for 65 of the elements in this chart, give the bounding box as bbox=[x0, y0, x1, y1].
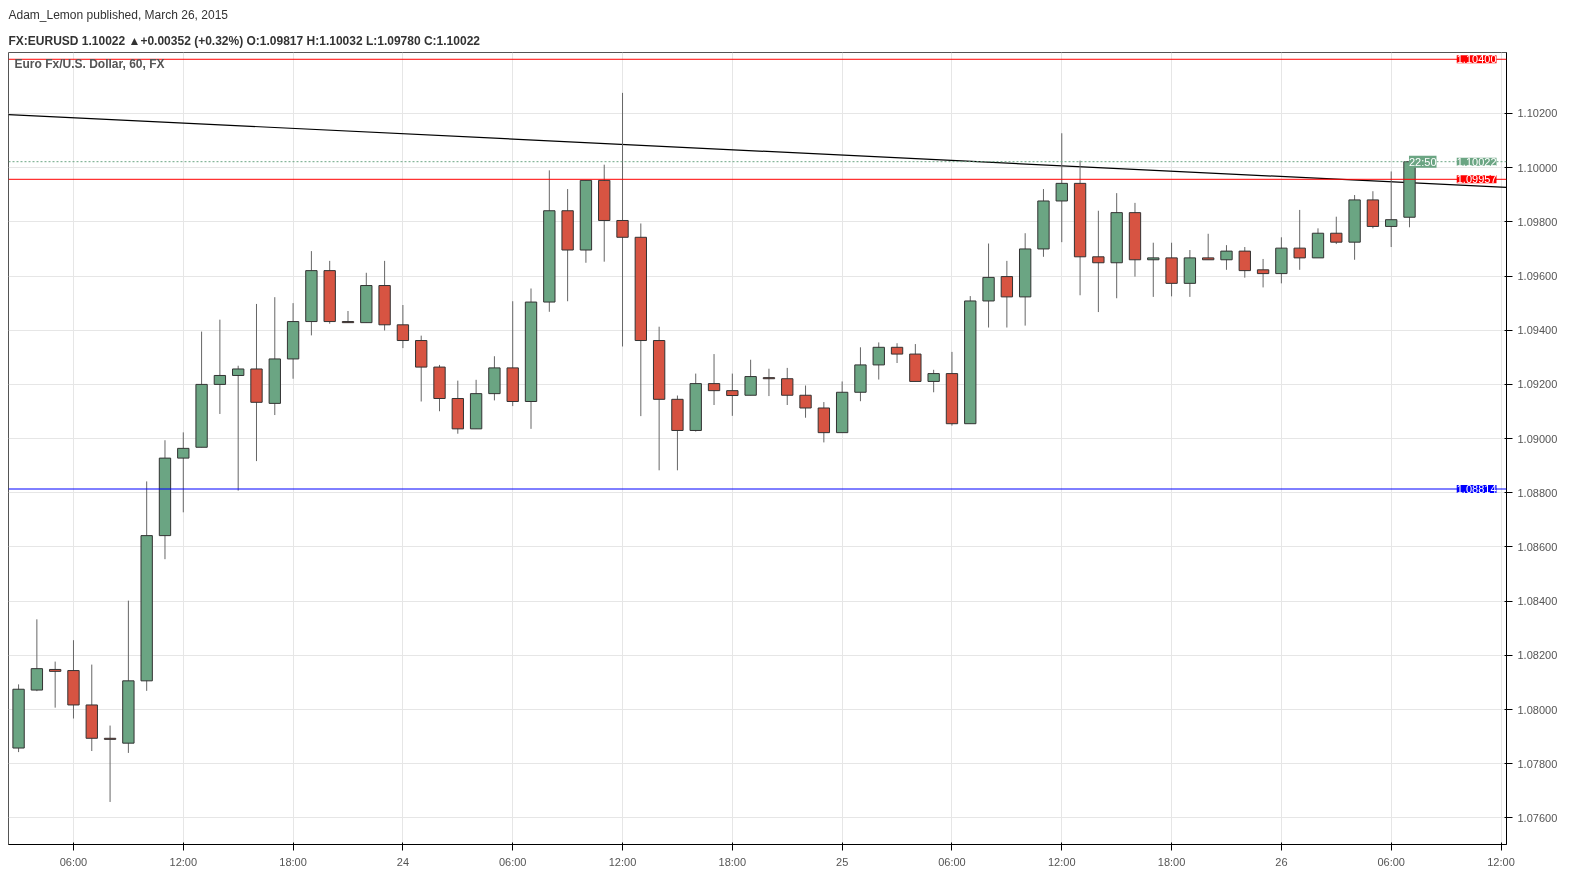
y-tick-label: 1.07800 bbox=[1517, 757, 1558, 770]
x-tick-label: 18:00 bbox=[1157, 855, 1186, 868]
y-tick-label: 1.07600 bbox=[1517, 811, 1558, 824]
y-tick-label: 1.08600 bbox=[1517, 540, 1558, 553]
x-tick-label: 12:00 bbox=[1487, 855, 1515, 868]
candlestick bbox=[1092, 210, 1105, 313]
ref-line-label: 1.08814 bbox=[1456, 483, 1497, 496]
candlestick bbox=[781, 367, 794, 406]
candlestick bbox=[762, 368, 776, 397]
candlestick bbox=[927, 369, 940, 393]
chart-subtitle: FX:EURUSD 1.10022 ▲+0.00352 (+0.32%) O:1.09817 H:1.10032 L:1.09780 C:1.10022 bbox=[8, 33, 481, 48]
x-tick-label: 06:00 bbox=[938, 855, 966, 868]
x-tick-label: 12:00 bbox=[1048, 855, 1076, 868]
y-tick-label: 1.08800 bbox=[1517, 486, 1558, 499]
y-tick-label: 1.08200 bbox=[1517, 649, 1558, 662]
candlestick bbox=[1220, 244, 1233, 271]
x-tick-label: 18:00 bbox=[718, 855, 747, 868]
annotation: Euro Fx/U.S. Dollar, 60, FX bbox=[14, 56, 165, 71]
candlestick bbox=[396, 304, 410, 349]
y-tick-label: 1.09200 bbox=[1517, 378, 1558, 391]
y-tick-label: 1.08000 bbox=[1517, 703, 1558, 716]
candlestick bbox=[890, 342, 904, 364]
x-tick-label: 12:00 bbox=[169, 855, 198, 868]
candlestick bbox=[177, 431, 190, 513]
ref-line-label: 1.10400 bbox=[1456, 53, 1497, 66]
candlestick bbox=[1385, 170, 1398, 248]
x-tick-label: 06:00 bbox=[498, 855, 527, 868]
y-tick-label: 1.09600 bbox=[1517, 270, 1558, 283]
x-tick-label: 24 bbox=[396, 855, 410, 868]
ref-line-label: 1.09957 bbox=[1456, 173, 1497, 186]
candlestick bbox=[1238, 246, 1251, 279]
candlestick bbox=[799, 385, 812, 419]
y-tick-label: 1.10000 bbox=[1517, 161, 1558, 174]
candlestick bbox=[726, 373, 739, 417]
x-tick-label: 18:00 bbox=[279, 855, 307, 868]
candlestick bbox=[213, 319, 227, 415]
candlestick bbox=[707, 353, 721, 406]
candlestick bbox=[232, 365, 245, 492]
y-tick-label: 1.09400 bbox=[1517, 324, 1558, 337]
candlestick bbox=[103, 725, 117, 803]
candlestick bbox=[744, 359, 757, 396]
x-tick-label: 06:00 bbox=[59, 855, 88, 868]
candlestick bbox=[1000, 260, 1014, 329]
y-tick-label: 1.09800 bbox=[1517, 215, 1558, 228]
x-tick-label: 12:00 bbox=[608, 855, 637, 868]
candlestick bbox=[1147, 242, 1160, 298]
x-tick-label: 25 bbox=[836, 855, 849, 868]
y-tick-label: 1.10200 bbox=[1517, 107, 1558, 120]
y-tick-label: 1.09000 bbox=[1517, 432, 1558, 445]
chart-title: Adam_Lemon published, March 26, 2015 bbox=[8, 7, 229, 22]
candlestick bbox=[872, 341, 885, 381]
candlestick bbox=[1256, 258, 1270, 288]
candlestick bbox=[1293, 209, 1306, 271]
candlestick bbox=[1202, 233, 1215, 261]
candlestick bbox=[341, 310, 355, 324]
candlestick bbox=[30, 618, 44, 692]
candlestick bbox=[982, 243, 995, 329]
annotation: 22:50 bbox=[1408, 155, 1437, 168]
x-tick-label: 06:00 bbox=[1377, 855, 1405, 868]
y-tick-label: 1.08400 bbox=[1517, 595, 1558, 608]
candlestick bbox=[616, 92, 629, 347]
candlestick bbox=[49, 661, 62, 709]
candlestick bbox=[1330, 216, 1343, 245]
ref-line-label: 1.10022 bbox=[1456, 155, 1497, 168]
x-tick-label: 26 bbox=[1275, 855, 1288, 868]
